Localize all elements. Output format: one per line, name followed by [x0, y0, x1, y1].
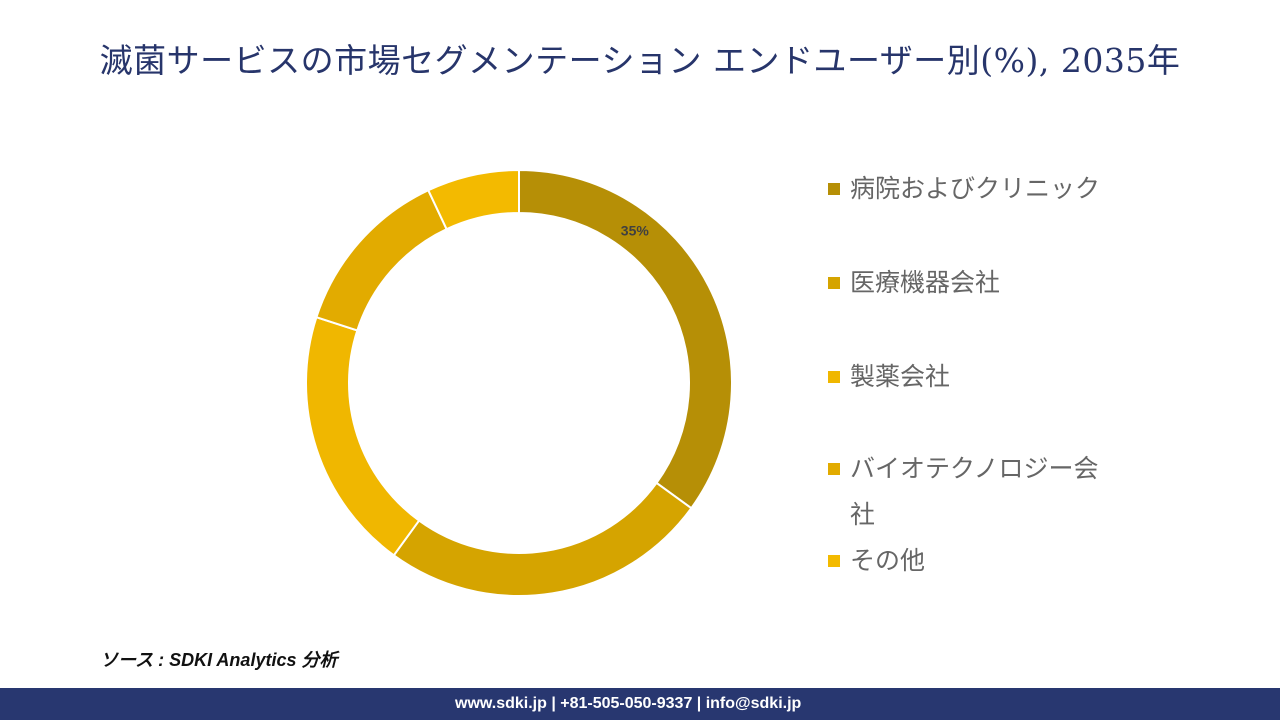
legend-swatch: [828, 183, 840, 195]
chart-title: 滅菌サービスの市場セグメンテーション エンドユーザー別(%), 2035年: [99, 41, 1181, 80]
legend-item: バイオテクノロジー会社: [828, 446, 1120, 538]
legend-label: その他: [850, 546, 926, 575]
legend-swatch: [828, 277, 840, 289]
legend-item: 製薬会社: [828, 354, 1120, 400]
legend-swatch: [828, 371, 840, 383]
legend-item: その他: [828, 538, 1120, 584]
legend-label: 病院およびクリニック: [850, 174, 1101, 203]
legend-swatch: [828, 463, 840, 475]
legend-swatch: [828, 555, 840, 567]
donut-slice: [315, 188, 448, 332]
legend-label: 医療機器会社: [850, 268, 1001, 297]
data-label: 35%: [621, 222, 650, 238]
legend-label: 製薬会社: [850, 362, 951, 391]
source-note: ソース : SDKI Analytics 分析: [100, 650, 338, 670]
legend-label: バイオテクノロジー会社: [850, 454, 1099, 529]
legend-item: 医療機器会社: [828, 260, 1120, 306]
footer-contact: www.sdki.jp | +81-505-050-9337 | info@sd…: [455, 695, 802, 712]
footer-bar: www.sdki.jp | +81-505-050-9337 | info@sd…: [0, 688, 1280, 720]
donut-slice: [305, 315, 421, 557]
legend-item: 病院およびクリニック: [828, 166, 1120, 212]
donut-slice: [426, 168, 520, 231]
donut-slice: [392, 481, 693, 597]
donut-slice: [518, 168, 733, 510]
